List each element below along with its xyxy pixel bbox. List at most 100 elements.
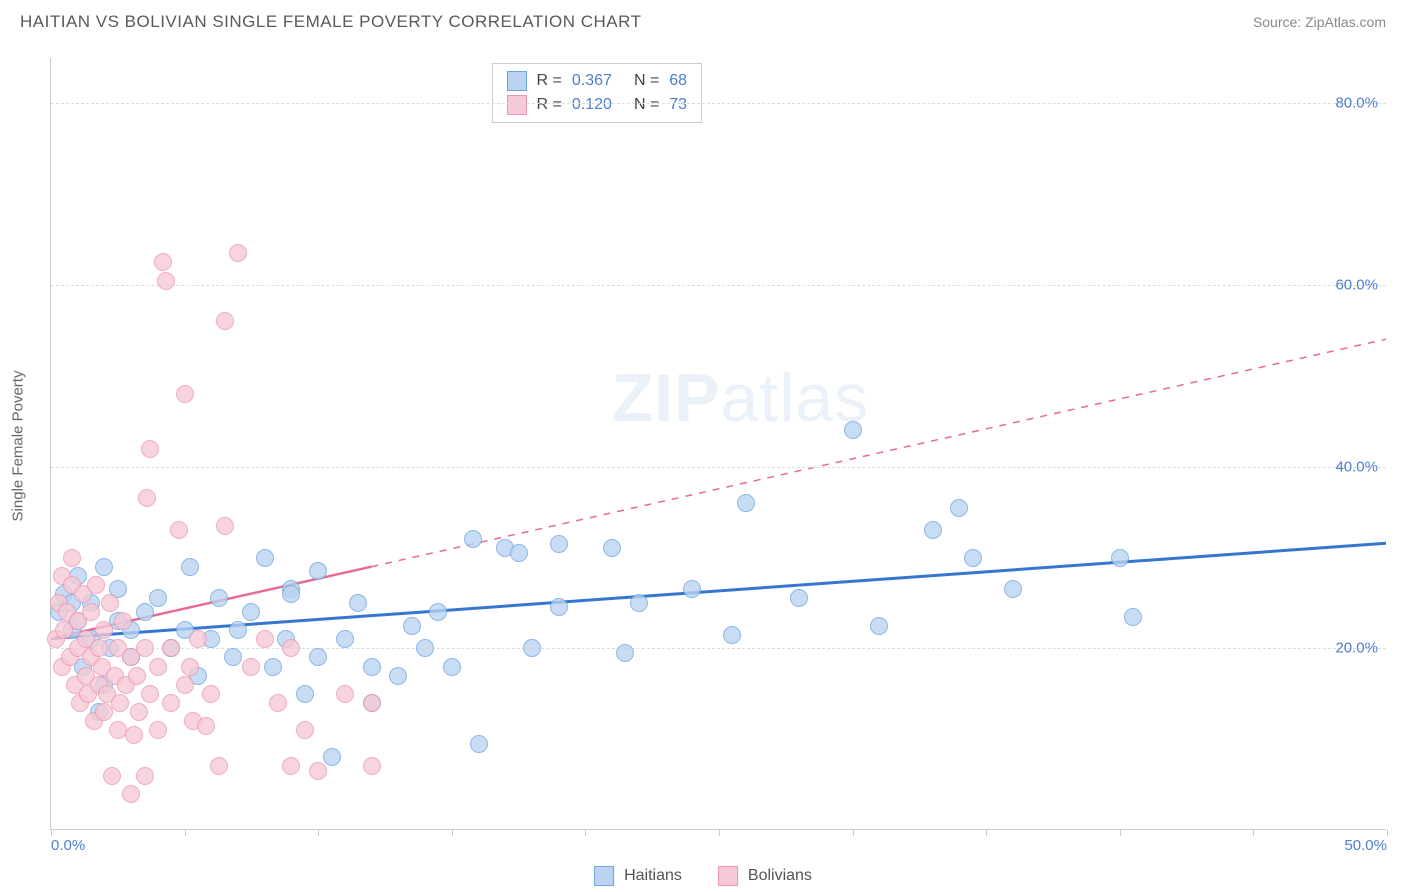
data-point <box>416 639 434 657</box>
x-tick <box>318 829 319 836</box>
legend-swatch <box>594 866 614 886</box>
data-point <box>336 630 354 648</box>
legend-swatch <box>507 95 527 115</box>
data-point <box>349 594 367 612</box>
data-point <box>403 617 421 635</box>
data-point <box>216 517 234 535</box>
data-point <box>181 658 199 676</box>
data-point <box>162 639 180 657</box>
gridline <box>51 467 1386 468</box>
data-point <box>229 244 247 262</box>
data-point <box>630 594 648 612</box>
data-point <box>282 585 300 603</box>
data-point <box>256 549 274 567</box>
x-tick <box>185 829 186 836</box>
data-point <box>323 748 341 766</box>
data-point <box>964 549 982 567</box>
legend-swatch <box>507 71 527 91</box>
legend-swatch <box>718 866 738 886</box>
y-tick-label: 80.0% <box>1335 95 1378 112</box>
data-point <box>210 757 228 775</box>
data-point <box>229 621 247 639</box>
data-point <box>95 621 113 639</box>
watermark: ZIPatlas <box>612 359 869 437</box>
x-tick <box>585 829 586 836</box>
data-point <box>90 639 108 657</box>
y-tick-label: 60.0% <box>1335 277 1378 294</box>
legend-stats-row: R = 0.120N = 73 <box>507 93 688 117</box>
gridline <box>51 648 1386 649</box>
data-point <box>224 648 242 666</box>
data-point <box>282 639 300 657</box>
data-point <box>122 785 140 803</box>
data-point <box>550 535 568 553</box>
x-tick <box>986 829 987 836</box>
y-tick-label: 20.0% <box>1335 640 1378 657</box>
data-point <box>149 658 167 676</box>
data-point <box>242 658 260 676</box>
data-point <box>950 499 968 517</box>
data-point <box>443 658 461 676</box>
data-point <box>870 617 888 635</box>
data-point <box>157 272 175 290</box>
data-point <box>296 721 314 739</box>
stat-n-label: N = <box>634 96 659 114</box>
x-tick <box>1120 829 1121 836</box>
x-tick-label: 0.0% <box>51 837 85 854</box>
data-point <box>111 694 129 712</box>
legend-item: Bolivians <box>718 866 812 886</box>
data-point <box>336 685 354 703</box>
data-point <box>149 589 167 607</box>
correlation-stats-legend: R = 0.367 N = 68 R = 0.120N = 73 <box>492 63 703 123</box>
y-tick-label: 40.0% <box>1335 458 1378 475</box>
data-point <box>256 630 274 648</box>
data-point <box>296 685 314 703</box>
data-point <box>737 494 755 512</box>
trendlines-layer <box>51 58 1386 829</box>
data-point <box>114 612 132 630</box>
data-point <box>176 385 194 403</box>
data-point <box>128 667 146 685</box>
stat-r-label: R = <box>537 96 562 114</box>
data-point <box>683 580 701 598</box>
trendline-dashed <box>371 339 1386 566</box>
data-point <box>136 603 154 621</box>
data-point <box>470 735 488 753</box>
source-attribution: Source: ZipAtlas.com <box>1253 14 1386 30</box>
legend-item: Haitians <box>594 866 682 886</box>
gridline <box>51 103 1386 104</box>
data-point <box>363 658 381 676</box>
data-point <box>95 703 113 721</box>
data-point <box>523 639 541 657</box>
data-point <box>95 558 113 576</box>
data-point <box>616 644 634 662</box>
data-point <box>63 549 81 567</box>
legend-label: Haitians <box>624 867 682 885</box>
x-tick <box>51 829 52 836</box>
data-point <box>101 594 119 612</box>
data-point <box>197 717 215 735</box>
data-point <box>242 603 260 621</box>
data-point <box>1124 608 1142 626</box>
stat-n-value: 68 <box>669 72 687 90</box>
data-point <box>141 685 159 703</box>
x-tick-label: 50.0% <box>1344 837 1387 854</box>
data-point <box>136 767 154 785</box>
stat-n-label: N = <box>634 72 659 90</box>
data-point <box>136 639 154 657</box>
x-tick <box>853 829 854 836</box>
data-point <box>429 603 447 621</box>
legend-stats-row: R = 0.367 N = 68 <box>507 69 688 93</box>
x-tick <box>1253 829 1254 836</box>
data-point <box>603 539 621 557</box>
data-point <box>141 440 159 458</box>
data-point <box>216 312 234 330</box>
data-point <box>550 598 568 616</box>
legend-label: Bolivians <box>748 867 812 885</box>
data-point <box>790 589 808 607</box>
data-point <box>181 558 199 576</box>
data-point <box>309 562 327 580</box>
stat-r-label: R = <box>537 72 562 90</box>
data-point <box>138 489 156 507</box>
stat-r-value: 0.367 <box>572 72 612 90</box>
